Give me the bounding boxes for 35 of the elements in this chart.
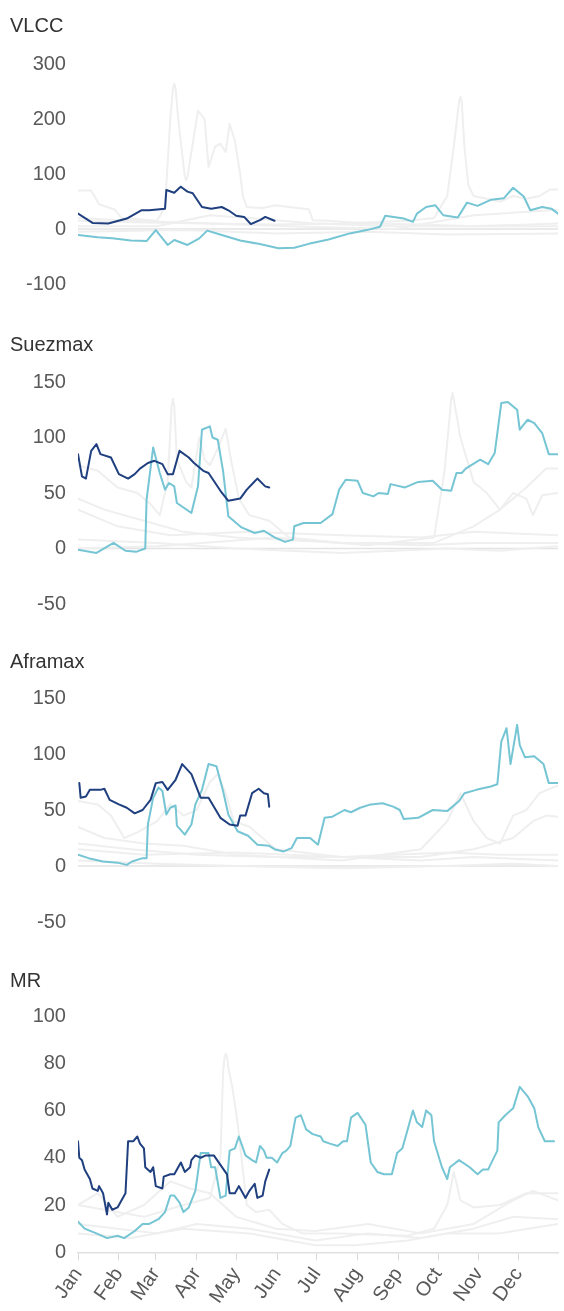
y-tick-label: 0	[54, 216, 66, 239]
y-tick-label: 50	[43, 480, 66, 503]
x-tick-label: Nov	[448, 1263, 487, 1305]
y-tick-label: -50	[37, 909, 66, 932]
x-tick-label: Jul	[291, 1263, 325, 1297]
y-tick-label: 50	[43, 797, 66, 820]
x-tick-label: Apr	[168, 1262, 205, 1302]
y-tick-label: 100	[32, 161, 66, 184]
y-tick-label: -100	[25, 271, 66, 294]
y-tick-label: 100	[32, 741, 66, 764]
y-tick-label: 100	[32, 425, 66, 448]
x-tick-label: Jun	[248, 1263, 285, 1303]
chart-title: Suezmax	[10, 333, 94, 356]
chart-title: VLCC	[10, 14, 64, 37]
x-tick-label: Oct	[409, 1262, 447, 1302]
x-tick-label: Dec	[487, 1263, 527, 1305]
y-tick-label: 60	[43, 1098, 66, 1121]
y-tick-label: 100	[32, 1003, 66, 1026]
y-tick-label: 300	[32, 51, 66, 74]
y-tick-label: 0	[54, 1239, 66, 1262]
x-tick-label: Feb	[88, 1263, 127, 1304]
x-tick-label: Jan	[49, 1263, 86, 1303]
chart-title: MR	[10, 969, 42, 992]
chart-title: Aframax	[10, 650, 85, 673]
y-tick-label: -50	[37, 591, 66, 614]
x-tick-label: Sep	[367, 1263, 407, 1305]
x-tick-label: Mar	[125, 1262, 164, 1304]
y-tick-label: 200	[32, 106, 66, 129]
y-tick-label: 40	[43, 1145, 66, 1168]
y-tick-label: 20	[43, 1192, 66, 1215]
y-tick-label: 80	[43, 1050, 66, 1073]
y-tick-label: 150	[32, 369, 66, 392]
y-tick-label: 150	[32, 685, 66, 708]
y-tick-label: 0	[54, 853, 66, 876]
y-tick-label: 0	[54, 536, 66, 559]
